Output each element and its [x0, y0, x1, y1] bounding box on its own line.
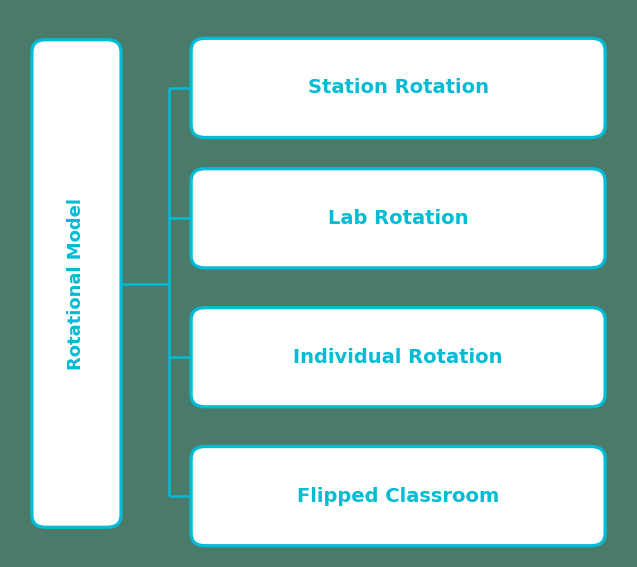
Text: Station Rotation: Station Rotation [308, 78, 489, 98]
FancyBboxPatch shape [191, 169, 605, 268]
Text: Individual Rotation: Individual Rotation [294, 348, 503, 367]
Text: Lab Rotation: Lab Rotation [328, 209, 468, 228]
Text: Rotational Model: Rotational Model [68, 197, 85, 370]
FancyBboxPatch shape [191, 39, 605, 138]
FancyBboxPatch shape [191, 308, 605, 407]
FancyBboxPatch shape [191, 447, 605, 545]
Text: Flipped Classroom: Flipped Classroom [297, 486, 499, 506]
FancyBboxPatch shape [32, 40, 121, 527]
